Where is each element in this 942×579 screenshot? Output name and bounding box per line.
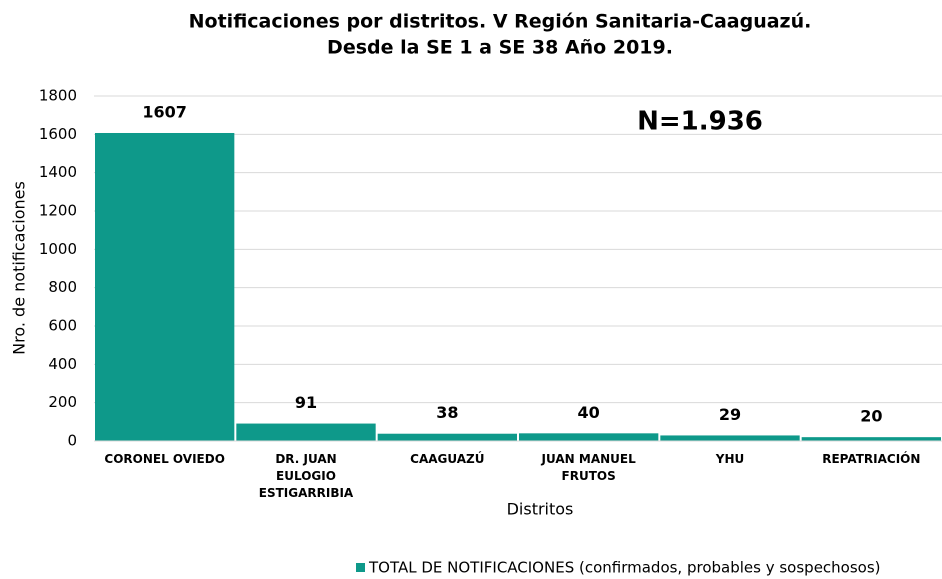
value-label: 29	[719, 405, 741, 424]
y-tick-label: 800	[48, 278, 77, 296]
y-tick-label: 1200	[39, 202, 77, 220]
x-tick-label: REPATRIACIÓN	[822, 452, 921, 466]
legend-label: TOTAL DE NOTIFICACIONES (confirmados, pr…	[368, 559, 881, 577]
bar	[519, 433, 659, 441]
bar	[95, 132, 235, 441]
y-tick-label: 400	[48, 355, 77, 373]
bar	[377, 433, 517, 441]
y-tick-label: 1000	[39, 240, 77, 258]
value-label: 91	[295, 393, 317, 412]
annotation: N=1.936	[637, 107, 763, 137]
y-tick-label: 1400	[39, 163, 77, 181]
bar	[660, 435, 800, 441]
legend-swatch	[356, 563, 365, 572]
y-tick-label: 1600	[39, 125, 77, 143]
x-tick-label: DR. JUAN EULOGIO ESTIGARRIBIA	[258, 452, 354, 500]
value-label: 38	[436, 403, 458, 422]
bar	[801, 437, 941, 441]
bar	[236, 423, 376, 441]
y-tick-label: 600	[48, 317, 77, 335]
y-tick-label: 1800	[39, 87, 77, 105]
value-label: 1607	[142, 102, 187, 121]
x-tick-label: JUAN MANUEL FRUTOS	[541, 452, 636, 483]
y-axis-title: Nro. de notificaciones	[10, 181, 29, 355]
x-tick-label: YHU	[715, 452, 745, 466]
x-tick-label: CORONEL OVIEDO	[104, 452, 225, 466]
x-axis-title: Distritos	[507, 500, 574, 519]
chart-title: Desde la SE 1 a SE 38 Año 2019.	[327, 37, 673, 59]
value-label: 40	[578, 403, 600, 422]
y-tick-label: 200	[48, 393, 77, 411]
y-tick-label: 0	[67, 432, 77, 450]
chart-title: Notificaciones por distritos. V Región S…	[189, 11, 812, 33]
value-label: 20	[860, 407, 882, 426]
x-tick-label: CAAGUAZÚ	[410, 452, 485, 466]
